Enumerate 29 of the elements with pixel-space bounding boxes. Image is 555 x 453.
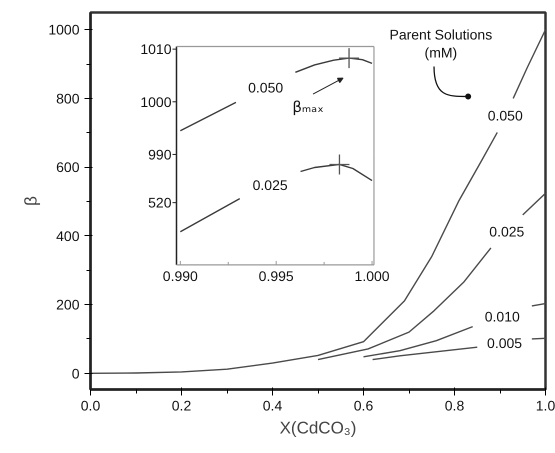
series-label: 0.005: [487, 335, 522, 352]
annotation: βₘₐₓ: [292, 98, 324, 116]
x-tick-label: 0.0: [80, 398, 100, 414]
annotation: Parent Solutions (mM): [389, 26, 492, 60]
x-tick-label: 0.6: [354, 398, 374, 414]
x-tick-label: 1.000: [354, 268, 390, 284]
y-tick-label: 1000: [140, 94, 172, 110]
y-axis-title: β: [21, 196, 40, 206]
x-axis-title: X(CdCO₃): [280, 418, 356, 438]
series-label: 0.010: [484, 308, 520, 324]
x-tick-label: 0.8: [444, 398, 464, 414]
y-tick-label: 400: [56, 228, 80, 244]
annotation: 520: [148, 194, 172, 211]
x-tick-label: 1.0: [536, 398, 555, 414]
y-tick-label: 600: [56, 159, 80, 176]
y-tick-label: 990: [148, 146, 172, 162]
y-tick-label: 0: [72, 365, 80, 382]
series-label: 0.050: [488, 107, 523, 124]
series-label: 0.025: [252, 177, 288, 194]
series-label: 0.050: [248, 79, 284, 96]
y-tick-label: 200: [56, 296, 80, 313]
series-label: 0.025: [489, 223, 525, 240]
x-tick-label: 0.2: [172, 398, 192, 414]
x-tick-label: 0.995: [258, 268, 294, 284]
x-tick-label: 0.990: [162, 268, 198, 284]
y-tick-label: 800: [56, 90, 80, 106]
y-tick-label: 1010: [140, 41, 172, 58]
x-tick-label: 0.4: [262, 398, 282, 414]
y-tick-label: 1000: [48, 22, 80, 38]
